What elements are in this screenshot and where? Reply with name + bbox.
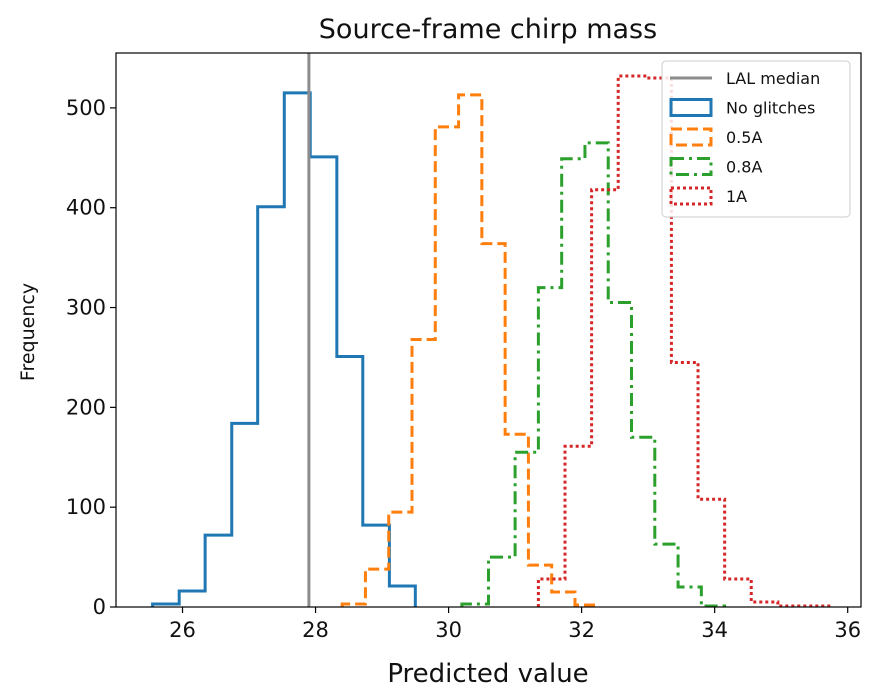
- x-tick-label: 32: [568, 618, 595, 642]
- histogram-series-2: [460, 141, 727, 607]
- x-tick-label: 36: [834, 618, 861, 642]
- legend-label: LAL median: [726, 69, 820, 88]
- legend-swatch: [669, 98, 713, 117]
- y-tick-label: 300: [66, 296, 106, 320]
- y-tick-label: 100: [66, 495, 106, 519]
- legend-swatch: [669, 186, 713, 206]
- histogram-series-3: [536, 74, 833, 607]
- x-tick-label: 26: [169, 618, 196, 642]
- x-tick-label: 30: [435, 618, 462, 642]
- y-tick-label: 400: [66, 196, 106, 220]
- y-tick-label: 0: [93, 595, 106, 619]
- x-tick-label: 34: [701, 618, 728, 642]
- y-tick-label: 500: [66, 96, 106, 120]
- histogram-series-0: [151, 91, 417, 607]
- legend-label: 0.8A: [726, 158, 762, 177]
- y-axis-label: Frequency: [17, 283, 39, 381]
- legend-swatch: [669, 157, 713, 176]
- plot-frame: [115, 52, 862, 608]
- y-tick-label: 200: [66, 395, 106, 419]
- x-axis-label: Predicted value: [387, 659, 588, 689]
- chart-title: Source-frame chirp mass: [319, 14, 657, 45]
- legend-label: No glitches: [726, 99, 815, 118]
- legend-swatch: [669, 127, 713, 147]
- legend: LAL median No glitches 0.5A 0.8A 1A: [661, 60, 851, 218]
- legend-label: 1A: [726, 187, 747, 206]
- histogram-series-1: [340, 93, 600, 607]
- legend-label: 0.5A: [726, 128, 762, 147]
- x-tick-label: 28: [302, 618, 329, 642]
